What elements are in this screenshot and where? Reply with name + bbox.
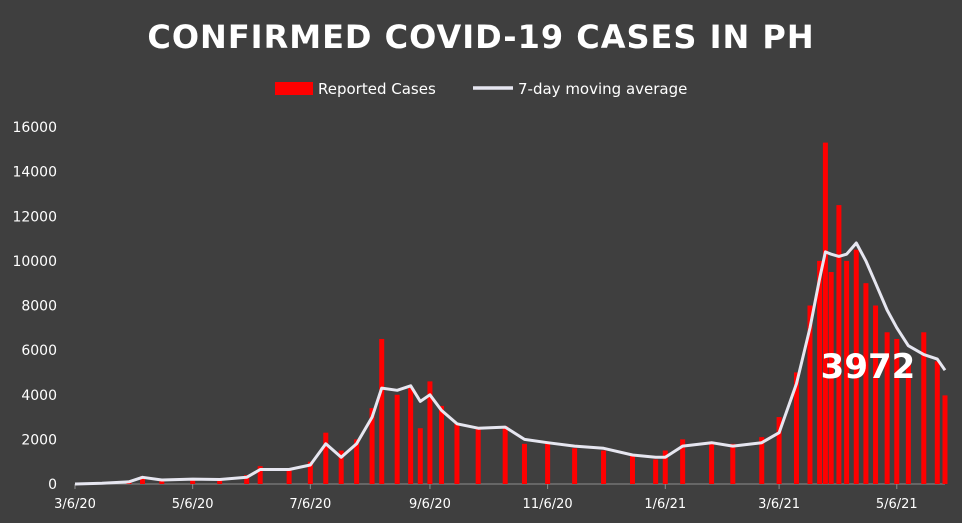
reported-cases-bar: [873, 305, 879, 484]
legend-label-moving-average: 7-day moving average: [518, 80, 687, 98]
reported-cases-bar: [379, 338, 385, 484]
reported-cases-bar: [817, 260, 823, 484]
reported-cases-bar: [190, 478, 196, 484]
reported-cases-bar: [545, 441, 551, 484]
reported-cases-bars: [99, 142, 948, 484]
reported-cases-bar: [836, 205, 842, 484]
reported-cases-bar: [680, 439, 686, 484]
x-tick-label: 5/6/20: [172, 497, 214, 512]
reported-cases-bar: [793, 372, 799, 484]
reported-cases-bar: [140, 476, 146, 484]
y-tick-label: 4000: [21, 388, 57, 404]
x-tick-label: 11/6/20: [523, 497, 573, 512]
x-tick-label: 3/6/21: [758, 497, 800, 512]
reported-cases-bar: [905, 361, 911, 484]
legend-swatch-reported-cases: [275, 82, 313, 95]
moving-average-line: [74, 241, 947, 486]
latest-value-annotation: 3972: [821, 347, 916, 387]
reported-cases-bar: [369, 408, 375, 484]
legend-label-reported-cases: Reported Cases: [318, 80, 436, 98]
reported-cases-bar: [394, 394, 400, 484]
y-tick-label: 8000: [21, 299, 57, 315]
reported-cases-bar: [244, 475, 250, 484]
reported-cases-bar: [521, 443, 527, 484]
y-tick-label: 10000: [12, 254, 57, 270]
reported-cases-bar: [354, 439, 360, 484]
x-tick-label: 3/6/20: [54, 497, 96, 512]
reported-cases-bar: [307, 461, 313, 484]
reported-cases-bar: [730, 443, 736, 484]
reported-cases-bar: [942, 395, 948, 484]
reported-cases-bar: [776, 417, 782, 484]
reported-cases-bar: [828, 272, 834, 484]
reported-cases-bar: [844, 260, 850, 484]
y-tick-label: 2000: [21, 432, 57, 448]
legend: Reported Cases 7-day moving average: [275, 80, 687, 98]
reported-cases-bar: [709, 441, 715, 484]
y-axis: 0 2000 4000 6000 8000 10000 12000 14000 16000: [12, 120, 57, 493]
reported-cases-bar: [502, 425, 508, 484]
y-tick-label: 12000: [12, 209, 57, 225]
reported-cases-bar: [572, 448, 578, 484]
reported-cases-bar: [807, 305, 813, 484]
reported-cases-bar: [921, 332, 927, 484]
reported-cases-bar: [454, 423, 460, 484]
reported-cases-bar: [884, 332, 890, 484]
reported-cases-bar: [427, 381, 433, 484]
x-tick-label: 9/6/20: [409, 497, 451, 512]
reported-cases-bar: [601, 450, 607, 484]
reported-cases-bar: [662, 450, 668, 484]
chart-title: CONFIRMED COVID-19 CASES IN PH: [147, 18, 814, 56]
reported-cases-bar: [934, 361, 940, 484]
x-tick-label: 5/6/21: [876, 497, 918, 512]
reported-cases-bar: [853, 249, 859, 484]
reported-cases-bar: [629, 454, 635, 484]
y-tick-label: 14000: [12, 165, 57, 181]
reported-cases-bar: [417, 428, 423, 484]
reported-cases-bar: [408, 388, 414, 484]
y-tick-label: 6000: [21, 343, 57, 359]
x-tick-label: 7/6/20: [289, 497, 331, 512]
x-axis: 3/6/20 5/6/20 7/6/20 9/6/20 11/6/20 1/6/21 3/6…: [54, 483, 945, 512]
x-tick-label: 1/6/21: [644, 497, 686, 512]
reported-cases-bar: [159, 479, 165, 484]
reported-cases-bar: [475, 428, 481, 484]
y-tick-label: 16000: [12, 120, 57, 136]
reported-cases-bar: [863, 283, 869, 484]
y-tick-label: 0: [48, 477, 57, 493]
reported-cases-bar: [894, 338, 900, 484]
reported-cases-bar: [653, 459, 659, 484]
reported-cases-bar: [822, 142, 828, 484]
reported-cases-bar: [217, 479, 223, 484]
reported-cases-bar: [286, 468, 292, 484]
reported-cases-bar: [759, 437, 765, 484]
reported-cases-bar: [439, 405, 445, 484]
reported-cases-bar: [257, 466, 263, 484]
reported-cases-bar: [338, 450, 344, 484]
reported-cases-bar: [323, 432, 329, 484]
